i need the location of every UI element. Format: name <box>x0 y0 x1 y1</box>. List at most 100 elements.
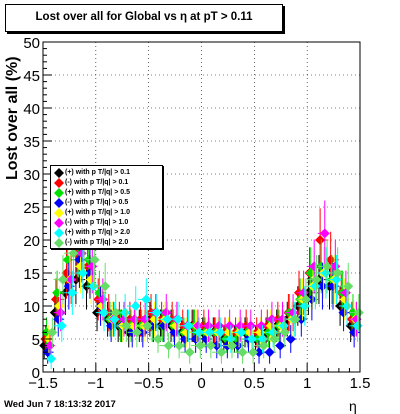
y-tick-label: 25 <box>23 200 40 217</box>
title-box: Lost over all for Global vs η at pT > 0.… <box>5 4 283 32</box>
data-point <box>194 327 205 338</box>
data-point <box>315 235 326 245</box>
data-point <box>183 320 194 331</box>
legend-entry: (+) with p T/|q| > 2.0 <box>53 228 161 238</box>
y-tick-label: 35 <box>23 134 40 151</box>
data-point <box>215 327 226 338</box>
data-point <box>258 340 269 351</box>
data-point <box>319 228 330 239</box>
data-point <box>46 353 57 364</box>
x-tick-label: 1 <box>303 375 311 392</box>
timestamp: Wed Jun 7 18:13:32 2017 <box>4 399 116 410</box>
y-tick-label: 5 <box>32 332 40 349</box>
data-point <box>162 314 173 325</box>
axis-ticks: 0 5 10 15 20 25 30 35 40 45 50 −1.5 −1 −0.5 0 0.5 1 1.5 <box>23 35 370 392</box>
data-point <box>254 347 265 358</box>
legend-marker-shape <box>54 228 64 238</box>
y-axis-label: Lost over all (%) <box>4 56 21 180</box>
legend-entry: (+) with p T/|q| > 0.5 <box>53 188 161 198</box>
y-tick-label: 45 <box>23 68 40 85</box>
data-point <box>225 334 236 344</box>
data-point <box>296 314 307 325</box>
y-tick-label: 10 <box>23 299 40 316</box>
legend-marker-shape <box>54 168 64 178</box>
data-point <box>88 281 99 292</box>
legend-marker-shape <box>54 198 64 208</box>
legend-entry: (-) with p T/|q| > 0.5 <box>53 198 161 208</box>
data-point <box>121 320 132 331</box>
legend: (+) with p T/|q| > 0.1 (-) with p T/|q| >… <box>50 165 163 249</box>
data-point <box>192 320 203 331</box>
legend-marker <box>54 238 64 248</box>
x-axis-label: η <box>349 398 357 414</box>
data-point <box>235 320 246 331</box>
legend-label: (+) with p T/|q| > 2.0 <box>65 229 130 236</box>
legend-marker <box>54 208 64 218</box>
data-point <box>131 327 142 338</box>
y-tick-label: 40 <box>23 101 40 118</box>
data-point <box>246 334 257 344</box>
data-point <box>130 301 141 311</box>
legend-label: (+) with p T/|q| > 0.5 <box>65 189 130 196</box>
data-point <box>248 347 259 358</box>
data-point <box>226 340 237 351</box>
data-point <box>211 340 222 351</box>
legend-entry: (-) with p T/|q| > 0.1 <box>53 178 161 188</box>
data-point <box>317 281 328 292</box>
data-point <box>151 307 162 318</box>
y-tick-label: 20 <box>23 233 40 250</box>
legend-marker <box>54 198 64 208</box>
data-point <box>236 327 247 338</box>
data-point <box>142 320 153 331</box>
data-point <box>278 320 289 331</box>
legend-marker <box>54 178 64 188</box>
data-point <box>184 347 195 358</box>
data-point <box>57 274 68 285</box>
data-point <box>332 268 343 278</box>
data-point <box>275 340 286 351</box>
y-tick-label: 0 <box>32 365 40 382</box>
data-point <box>290 314 301 325</box>
data-point <box>153 334 164 344</box>
data-point <box>89 254 100 265</box>
legend-label: (-) with p T/|q| > 1.0 <box>65 219 129 226</box>
legend-label: (-) with p T/|q| > 2.0 <box>65 239 129 246</box>
data-point <box>99 307 110 318</box>
data-point <box>322 261 333 272</box>
data-point <box>257 334 268 344</box>
data-point <box>237 347 248 358</box>
data-point <box>110 307 121 318</box>
data-point <box>100 281 111 292</box>
data-point <box>47 327 58 338</box>
legend-label: (-) with p T/|q| > 0.1 <box>65 179 129 186</box>
data-point <box>224 320 235 331</box>
y-tick-label: 30 <box>23 167 40 184</box>
series-7 <box>43 247 363 370</box>
data-point <box>172 314 183 325</box>
x-tick-label: −1.5 <box>28 375 58 392</box>
data-point <box>269 334 280 344</box>
data-point <box>331 274 342 285</box>
legend-marker <box>54 168 64 178</box>
legend-marker <box>54 218 64 228</box>
y-tick-label: 15 <box>23 266 40 283</box>
legend-marker <box>54 228 64 238</box>
legend-marker-shape <box>54 238 64 248</box>
data-point <box>67 287 78 298</box>
data-point <box>300 294 311 305</box>
data-point <box>204 327 215 338</box>
data-point <box>163 340 174 351</box>
data-point <box>120 307 131 318</box>
data-point <box>195 340 206 351</box>
legend-entry: (-) with p T/|q| > 1.0 <box>53 218 161 228</box>
data-point <box>203 320 214 331</box>
data-point <box>320 268 331 278</box>
data-point <box>299 301 310 311</box>
data-point <box>245 320 256 331</box>
data-point <box>268 327 279 338</box>
data-point <box>141 294 152 305</box>
legend-marker-shape <box>54 188 64 198</box>
data-point <box>174 340 185 351</box>
data-point <box>264 347 275 358</box>
